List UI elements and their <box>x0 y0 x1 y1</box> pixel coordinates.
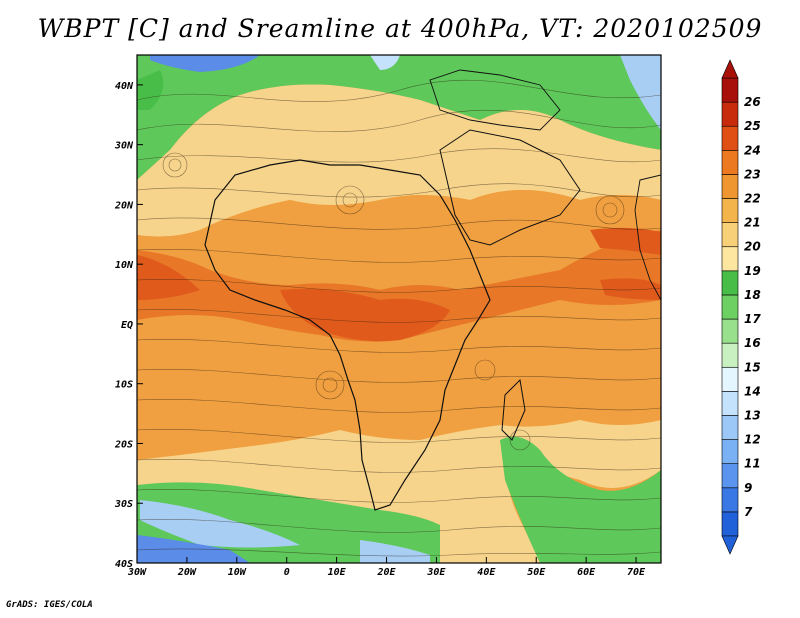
colorbar-swatch <box>721 222 739 248</box>
y-tick-label: 30N <box>114 141 134 152</box>
colorbar-swatch <box>721 487 739 513</box>
y-tick-label: 20S <box>114 439 133 450</box>
colorbar-label: 22 <box>744 192 761 206</box>
colorbar-swatch <box>721 246 739 272</box>
y-tick-label: 30S <box>114 499 133 510</box>
colorbar-swatch <box>721 463 739 489</box>
colorbar-max-triangle <box>721 59 739 79</box>
colorbar-swatch <box>721 511 739 537</box>
y-axis: 40N 30N 20N 10N EQ 10S 20S 30S 40S <box>114 81 143 570</box>
colorbar-label: 20 <box>744 240 761 254</box>
colorbar-label: 21 <box>744 216 761 230</box>
colorbar-swatch <box>721 366 739 392</box>
y-tick-label: 40S <box>115 559 133 570</box>
x-tick-label: 10W <box>228 567 247 578</box>
colorbar: 7 9 11 12 13 14 15 16 17 18 19 20 21 22 23 24 25 26 <box>721 59 761 555</box>
colorbar-swatch <box>721 294 739 320</box>
colorbar-label: 12 <box>744 433 761 447</box>
wbpt-field <box>137 55 661 563</box>
colorbar-label: 14 <box>744 384 761 398</box>
colorbar-min-triangle <box>721 535 739 555</box>
x-tick-label: 60E <box>577 567 596 578</box>
y-tick-label: 20N <box>114 200 134 211</box>
colorbar-swatch <box>721 101 739 127</box>
colorbar-label: 25 <box>744 119 761 133</box>
colorbar-swatch <box>721 174 739 199</box>
x-tick-label: 20W <box>177 567 197 578</box>
x-axis: 30W 20W 10W 0 10E 20E 30E 40E 50E 60E 70E <box>127 557 646 578</box>
colorbar-swatch <box>721 391 739 416</box>
colorbar-label: 19 <box>744 264 761 278</box>
colorbar-swatch <box>721 150 739 175</box>
plot-frame <box>136 54 662 564</box>
colorbar-label: 17 <box>744 312 761 326</box>
colorbar-swatch <box>721 77 739 103</box>
colorbar-label: 9 <box>744 481 752 495</box>
x-tick-label: 20E <box>376 567 396 578</box>
africa-outline <box>204 159 491 511</box>
colorbar-swatch <box>721 318 739 344</box>
colorbar-label: 26 <box>744 95 761 109</box>
colorbar-swatch <box>721 342 739 368</box>
x-tick-label: 30W <box>127 567 147 578</box>
x-tick-label: 50E <box>527 567 546 578</box>
colorbar-label: 15 <box>744 360 761 374</box>
colorbar-swatch <box>721 198 739 223</box>
colorbar-label: 23 <box>744 167 761 181</box>
colorbar-label: 18 <box>744 288 761 302</box>
colorbar-swatch <box>721 415 739 440</box>
colorbar-label: 11 <box>744 457 761 471</box>
y-tick-label: EQ <box>121 320 133 331</box>
grads-credit: GrADS: IGES/COLA <box>6 600 93 610</box>
y-tick-label: 10N <box>115 260 134 271</box>
x-tick-label: 30E <box>426 567 446 578</box>
x-tick-label: 40E <box>477 567 496 578</box>
x-tick-label: 70E <box>627 567 646 578</box>
y-tick-label: 40N <box>115 81 134 92</box>
colorbar-swatch <box>721 270 739 296</box>
colorbar-label: 13 <box>744 408 761 422</box>
colorbar-label: 16 <box>744 336 761 350</box>
colorbar-swatch <box>721 439 739 464</box>
colorbar-swatch <box>721 125 739 151</box>
map-title: WBPT [C] and Sreamline at 400hPa, VT: 20… <box>37 14 763 43</box>
y-tick-label: 10S <box>115 380 133 391</box>
x-tick-label: 0 <box>284 567 290 578</box>
colorbar-label: 7 <box>744 505 753 519</box>
x-tick-label: 10E <box>328 567 347 578</box>
colorbar-label: 24 <box>744 143 761 157</box>
